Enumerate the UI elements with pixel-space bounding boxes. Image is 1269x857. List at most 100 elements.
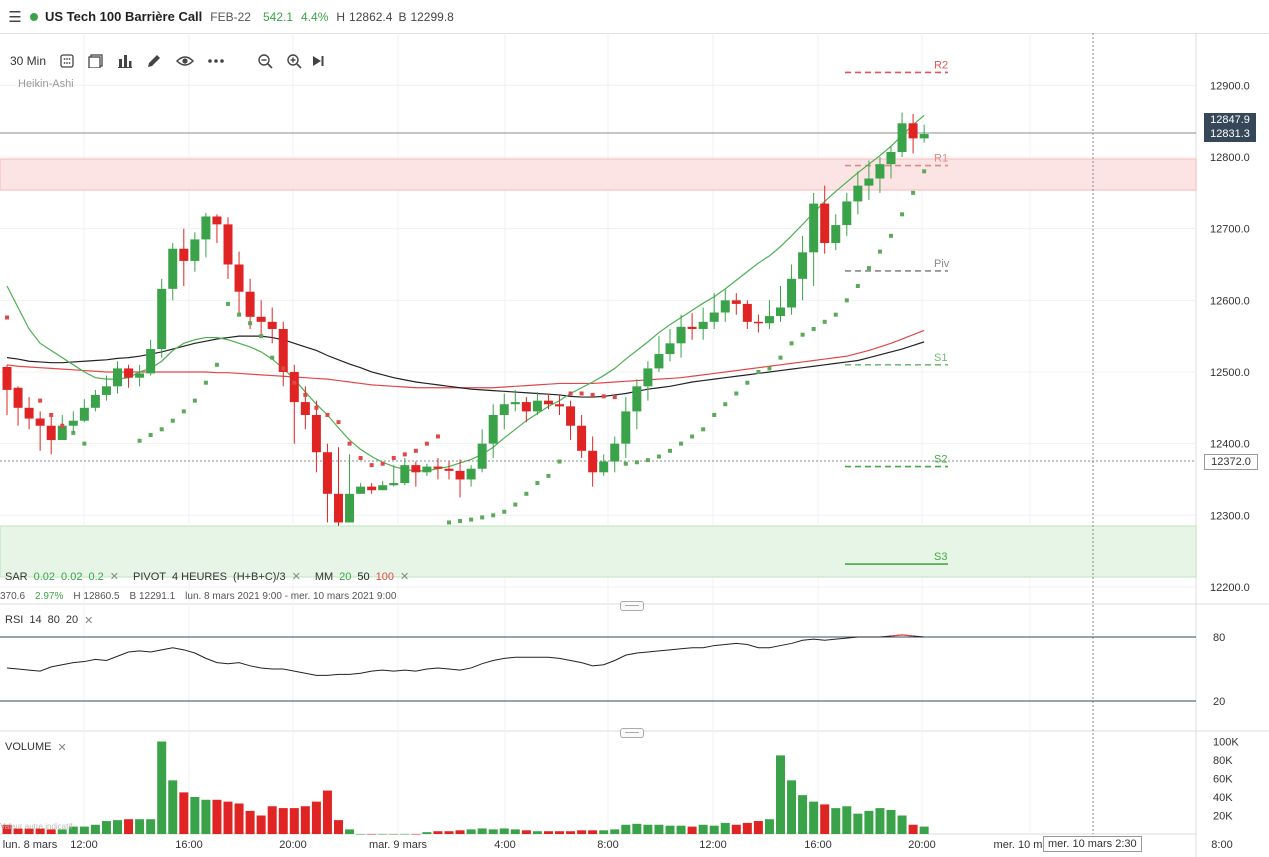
volume-bar [588, 830, 598, 834]
candle-body [809, 203, 819, 253]
candle-body [179, 248, 189, 261]
sar-dot [226, 301, 230, 306]
volume-bar [742, 822, 752, 834]
volume-bar [411, 834, 421, 835]
sar-dot [590, 392, 595, 397]
sar-dot [259, 334, 264, 339]
sar-dot [513, 502, 518, 507]
indicator-chart-icon[interactable] [118, 54, 133, 68]
sar-dot [889, 233, 893, 238]
volume-bar [654, 824, 664, 834]
instrument-name[interactable]: US Tech 100 Barrière Call [45, 9, 203, 24]
volume-bar [223, 801, 233, 834]
candle-body [311, 414, 321, 453]
calculator-icon[interactable] [60, 54, 74, 68]
sar-dot [656, 454, 661, 459]
price-tick-label: 12200.0 [1210, 582, 1250, 594]
candle-body [753, 321, 763, 324]
pivot-label-s1: S1 [934, 352, 947, 364]
hamburger-icon[interactable]: ☰ [8, 8, 22, 26]
ma-param-50: 50 [357, 570, 370, 583]
rsi-param-2: 80 [47, 614, 60, 626]
volume-bar [79, 826, 89, 834]
time-axis-label: 20:00 [279, 839, 307, 851]
sar-label[interactable]: SAR [5, 570, 28, 583]
volume-bar [24, 828, 34, 834]
remove-sar-icon[interactable]: ✕ [109, 571, 119, 583]
price-tick-label: 12600.0 [1210, 295, 1250, 307]
play-icon[interactable] [312, 55, 324, 67]
stats-range: lun. 8 mars 2021 9:00 - mer. 10 mars 202… [185, 591, 397, 602]
volume-bar [753, 821, 763, 834]
sar-dot [800, 332, 805, 337]
remove-rsi-icon[interactable]: ✕ [84, 615, 94, 627]
volume-bar [731, 824, 741, 834]
remove-ma-icon[interactable]: ✕ [400, 571, 410, 583]
volume-label[interactable]: VOLUME [5, 741, 52, 753]
remove-volume-icon[interactable]: ✕ [57, 742, 67, 754]
candle-body [599, 461, 609, 473]
eye-icon[interactable] [176, 55, 195, 67]
volume-axis-label: 60K [1213, 774, 1233, 786]
candle-body [367, 486, 377, 491]
pivot-label[interactable]: PIVOT [132, 570, 166, 583]
candle-body [201, 216, 211, 240]
volume-axis-label: 20K [1213, 811, 1233, 823]
rsi-label[interactable]: RSI [5, 614, 24, 626]
candle-body [654, 354, 664, 369]
candle-body [853, 185, 863, 202]
candle-body [588, 450, 598, 473]
sar-dot [192, 398, 197, 403]
candle-body [555, 404, 564, 407]
candle-body [57, 425, 67, 441]
sar-dot [170, 418, 175, 423]
pane-resize-handle[interactable] [620, 728, 644, 738]
candle-body [875, 164, 885, 179]
sar-dot [214, 362, 219, 367]
candle-body [831, 225, 841, 243]
candle-body [135, 373, 145, 378]
sar-dot [712, 412, 717, 417]
sar-dot [314, 405, 319, 410]
candle-body [566, 406, 576, 426]
volume-bar [13, 828, 23, 834]
candle-body [389, 483, 399, 486]
candle-body [2, 366, 12, 390]
sar-dot [435, 434, 440, 439]
ma20-line [6, 114, 925, 472]
volume-bar [278, 808, 288, 834]
interval-selector[interactable]: 30 Min [10, 54, 47, 68]
candle-body [897, 123, 907, 152]
sar-dot [734, 391, 739, 396]
candle-body [334, 493, 343, 523]
pane-resize-handle[interactable] [620, 601, 644, 611]
pencil-icon[interactable] [146, 53, 162, 69]
zoom-in-icon[interactable] [287, 53, 302, 69]
candle-body [720, 300, 730, 313]
volume-bar [687, 826, 697, 834]
time-axis-label: 16:00 [175, 839, 203, 851]
volume-bar [422, 832, 432, 834]
remove-pivot-icon[interactable]: ✕ [291, 571, 301, 583]
price-tick-label: 12400.0 [1210, 439, 1250, 451]
high-value: 12862.4 [349, 9, 393, 24]
sar-dot [668, 448, 672, 453]
sar-dot [833, 312, 838, 317]
volume-bar [168, 780, 178, 834]
price-tick-label: 12500.0 [1210, 367, 1250, 379]
sar-dot [380, 461, 385, 466]
ma-label[interactable]: MM [314, 570, 334, 583]
candle-body [168, 248, 178, 289]
sar-dot [778, 355, 783, 360]
sar-dot [336, 420, 341, 425]
time-axis-label: 12:00 [699, 839, 727, 851]
more-icon[interactable] [208, 58, 224, 64]
candle-body [124, 368, 134, 378]
volume-bar [853, 813, 863, 834]
zoom-out-icon[interactable] [258, 53, 273, 69]
volume-bar [146, 819, 156, 834]
candle-body [908, 123, 918, 139]
sar-dot [922, 169, 927, 174]
bar-style-icon[interactable] [88, 54, 104, 68]
